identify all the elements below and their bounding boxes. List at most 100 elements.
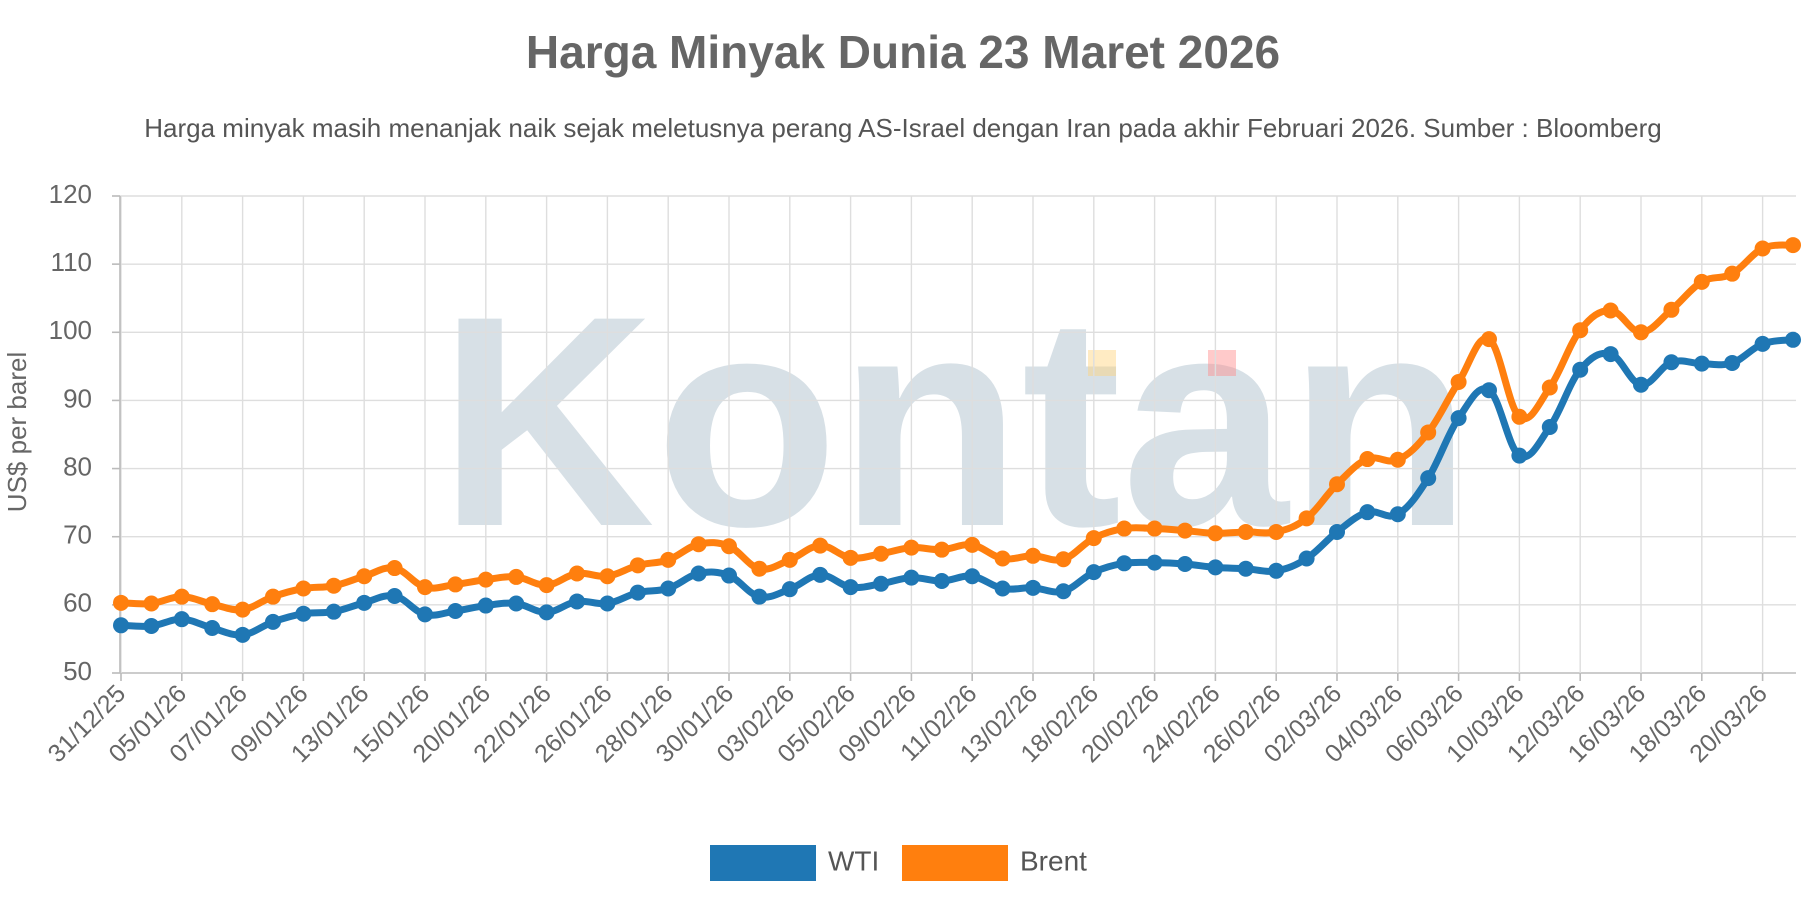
data-point-wti[interactable] (295, 605, 312, 622)
data-point-wti[interactable] (1268, 562, 1285, 579)
data-point-brent[interactable] (964, 536, 981, 553)
data-point-wti[interactable] (386, 587, 403, 604)
data-point-brent[interactable] (417, 579, 433, 596)
data-point-wti[interactable] (1511, 447, 1528, 464)
data-point-wti[interactable] (1785, 331, 1801, 348)
data-point-brent[interactable] (1481, 331, 1497, 348)
data-point-wti[interactable] (325, 603, 342, 620)
data-point-wti[interactable] (569, 593, 585, 610)
data-point-brent[interactable] (629, 557, 646, 574)
data-point-wti[interactable] (1754, 335, 1771, 352)
data-point-brent[interactable] (508, 568, 525, 585)
legend-swatch-wti[interactable] (710, 845, 816, 881)
data-point-wti[interactable] (1298, 550, 1315, 567)
data-point-brent[interactable] (356, 568, 373, 585)
data-point-brent[interactable] (173, 588, 190, 605)
data-point-brent[interactable] (994, 550, 1011, 567)
data-point-brent[interactable] (1724, 265, 1741, 282)
data-point-wti[interactable] (781, 581, 798, 598)
data-point-wti[interactable] (234, 626, 251, 643)
data-point-brent[interactable] (1116, 520, 1133, 537)
data-point-wti[interactable] (629, 584, 646, 601)
data-point-brent[interactable] (721, 538, 737, 555)
data-point-brent[interactable] (1329, 476, 1345, 493)
data-point-brent[interactable] (751, 560, 768, 577)
data-point-wti[interactable] (1085, 564, 1102, 581)
data-point-wti[interactable] (1420, 470, 1437, 487)
data-point-brent[interactable] (873, 545, 889, 562)
data-point-brent[interactable] (569, 565, 585, 582)
data-point-wti[interactable] (1572, 361, 1589, 378)
data-point-wti[interactable] (173, 611, 190, 628)
data-point-wti[interactable] (1237, 560, 1254, 577)
data-point-wti[interactable] (1633, 376, 1649, 393)
data-point-wti[interactable] (1481, 382, 1497, 399)
data-point-wti[interactable] (1602, 346, 1619, 363)
data-point-brent[interactable] (599, 568, 616, 585)
data-point-wti[interactable] (1724, 354, 1741, 371)
data-point-wti[interactable] (599, 595, 616, 612)
data-point-wti[interactable] (1359, 504, 1376, 521)
data-point-brent[interactable] (113, 594, 129, 611)
data-point-wti[interactable] (994, 580, 1011, 597)
data-point-brent[interactable] (1085, 530, 1102, 547)
data-point-brent[interactable] (1633, 324, 1649, 341)
data-point-wti[interactable] (842, 579, 859, 596)
data-point-brent[interactable] (1693, 273, 1710, 290)
data-point-brent[interactable] (538, 577, 555, 594)
data-point-wti[interactable] (265, 613, 281, 630)
data-point-brent[interactable] (933, 541, 950, 558)
data-point-brent[interactable] (295, 580, 312, 597)
data-point-brent[interactable] (1146, 520, 1163, 537)
data-point-wti[interactable] (508, 595, 525, 612)
data-point-brent[interactable] (1541, 379, 1558, 396)
data-point-brent[interactable] (143, 595, 160, 612)
data-point-brent[interactable] (1663, 301, 1680, 318)
data-point-brent[interactable] (386, 560, 403, 577)
data-point-brent[interactable] (903, 539, 920, 556)
data-point-brent[interactable] (325, 577, 342, 594)
data-point-wti[interactable] (721, 567, 737, 584)
legend-label-wti[interactable]: WTI (828, 845, 879, 876)
data-point-wti[interactable] (417, 606, 433, 623)
data-point-brent[interactable] (690, 536, 707, 553)
data-point-wti[interactable] (933, 573, 950, 590)
legend-label-brent[interactable]: Brent (1020, 845, 1087, 876)
data-point-brent[interactable] (1572, 322, 1589, 339)
data-point-wti[interactable] (1055, 583, 1072, 600)
data-point-wti[interactable] (113, 617, 129, 634)
data-point-brent[interactable] (1511, 408, 1528, 425)
data-point-brent[interactable] (1177, 522, 1193, 539)
data-point-wti[interactable] (812, 566, 829, 583)
data-point-brent[interactable] (1754, 240, 1771, 257)
data-point-wti[interactable] (1146, 554, 1163, 571)
data-point-wti[interactable] (690, 565, 707, 582)
data-point-wti[interactable] (538, 604, 555, 621)
data-point-brent[interactable] (1602, 302, 1619, 319)
data-point-brent[interactable] (1420, 424, 1437, 441)
data-point-wti[interactable] (903, 569, 920, 586)
data-point-wti[interactable] (1450, 410, 1467, 427)
data-point-wti[interactable] (1663, 354, 1680, 371)
data-point-brent[interactable] (447, 576, 464, 593)
data-point-wti[interactable] (1116, 555, 1133, 572)
data-point-brent[interactable] (812, 537, 829, 554)
data-point-wti[interactable] (964, 568, 981, 585)
data-point-brent[interactable] (1389, 451, 1406, 468)
data-point-wti[interactable] (873, 575, 889, 592)
data-point-brent[interactable] (204, 596, 221, 613)
data-point-brent[interactable] (1025, 547, 1041, 564)
data-point-wti[interactable] (1389, 506, 1406, 523)
data-point-wti[interactable] (477, 597, 494, 614)
data-point-wti[interactable] (356, 594, 373, 611)
data-point-brent[interactable] (660, 551, 677, 568)
data-point-wti[interactable] (751, 588, 768, 605)
data-point-wti[interactable] (204, 620, 221, 637)
legend-swatch-brent[interactable] (902, 845, 1008, 881)
data-point-wti[interactable] (660, 580, 677, 597)
data-point-brent[interactable] (842, 549, 859, 566)
data-point-brent[interactable] (1298, 510, 1315, 527)
data-point-brent[interactable] (1207, 525, 1224, 542)
data-point-wti[interactable] (447, 602, 464, 619)
data-point-brent[interactable] (1055, 551, 1072, 568)
